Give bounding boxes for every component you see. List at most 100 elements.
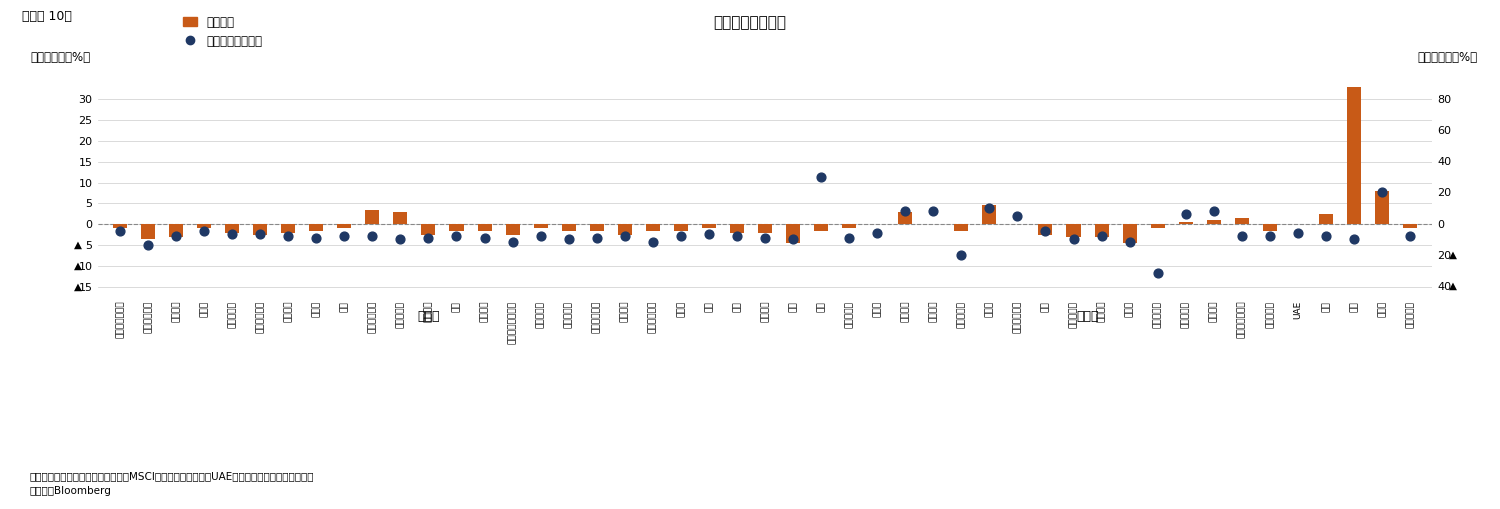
Bar [702,224,715,229]
Bar [1038,224,1053,235]
Point [417,234,441,242]
Bar [112,224,128,229]
Bar [842,224,856,229]
Point [528,232,552,240]
Point [1230,232,1254,240]
Text: ▲: ▲ [74,240,81,250]
Point [444,232,468,240]
Point [501,238,525,246]
Legend: 前月末比, 前年末比（右軸）: 前月末比, 前年末比（右軸） [178,11,267,52]
Bar [1402,224,1417,229]
Point [164,232,188,240]
Bar [170,224,183,237]
Bar [954,224,969,231]
Bar [280,224,296,233]
Bar [1122,224,1137,243]
Text: 各国の株価変動率: 各国の株価変動率 [714,15,786,30]
Bar [1347,0,1360,224]
Point [220,231,245,239]
Bar [758,224,772,233]
Point [837,234,861,242]
Bar [254,224,267,235]
Point [808,173,832,181]
Point [724,232,748,240]
Bar [786,224,800,243]
Bar [1234,218,1250,224]
Point [1005,212,1029,220]
Bar [477,224,492,231]
Bar [561,224,576,231]
Point [1062,235,1086,243]
Bar [618,224,632,235]
Bar [422,224,435,235]
Point [1370,188,1394,196]
Text: （前年末比、%）: （前年末比、%） [1418,51,1478,64]
Text: 先進国: 先進国 [417,310,440,323]
Bar [674,224,688,231]
Point [556,235,580,243]
Point [248,231,272,239]
Bar [815,224,828,231]
Point [640,238,664,246]
Point [136,241,160,249]
Point [1173,210,1197,218]
Point [472,234,496,242]
Point [698,231,721,239]
Point [276,232,300,240]
Bar [1376,191,1389,224]
Text: （資料）Bloomberg: （資料）Bloomberg [30,486,112,496]
Point [1258,232,1282,240]
Point [585,234,609,242]
Bar [1066,224,1080,237]
Bar [534,224,548,229]
Bar [338,224,351,229]
Point [1146,269,1170,277]
Text: ▲: ▲ [74,261,81,271]
Point [892,207,916,215]
Point [360,232,384,240]
Bar [982,206,996,224]
Point [108,228,132,236]
Bar [450,224,464,231]
Point [1342,235,1366,243]
Point [1398,232,1422,240]
Point [1089,232,1113,240]
Text: ▲: ▲ [1449,281,1456,291]
Point [950,250,974,259]
Point [388,235,412,243]
Bar [366,210,380,224]
Bar [225,224,238,233]
Point [753,234,777,242]
Text: （注）各国指数は現地通貨ベースのMSCI構成指数、ただし、UAEはサウジ・タダウル全株指数: （注）各国指数は現地通貨ベースのMSCI構成指数、ただし、UAEはサウジ・タダウ… [30,471,315,481]
Point [669,232,693,240]
Bar [1206,220,1221,224]
Point [333,232,357,240]
Bar [1318,214,1334,224]
Bar [1179,222,1192,224]
Text: （前月末比、%）: （前月末比、%） [30,51,90,64]
Bar [1095,224,1108,237]
Point [614,232,638,240]
Bar [506,224,519,235]
Point [865,229,889,237]
Bar [898,212,912,224]
Text: ▲: ▲ [1449,250,1456,260]
Text: 新興国: 新興国 [1077,310,1100,323]
Bar [196,224,211,229]
Text: ▲: ▲ [74,282,81,292]
Bar [646,224,660,231]
Bar [1263,224,1276,231]
Point [1202,207,1225,215]
Point [1118,238,1142,246]
Text: （図表 10）: （図表 10） [22,10,72,23]
Point [782,235,806,243]
Bar [1150,224,1164,229]
Point [304,234,328,242]
Bar [590,224,603,231]
Point [1286,229,1310,237]
Bar [141,224,154,239]
Point [921,207,945,215]
Point [1314,232,1338,240]
Point [978,204,1002,212]
Bar [393,212,408,224]
